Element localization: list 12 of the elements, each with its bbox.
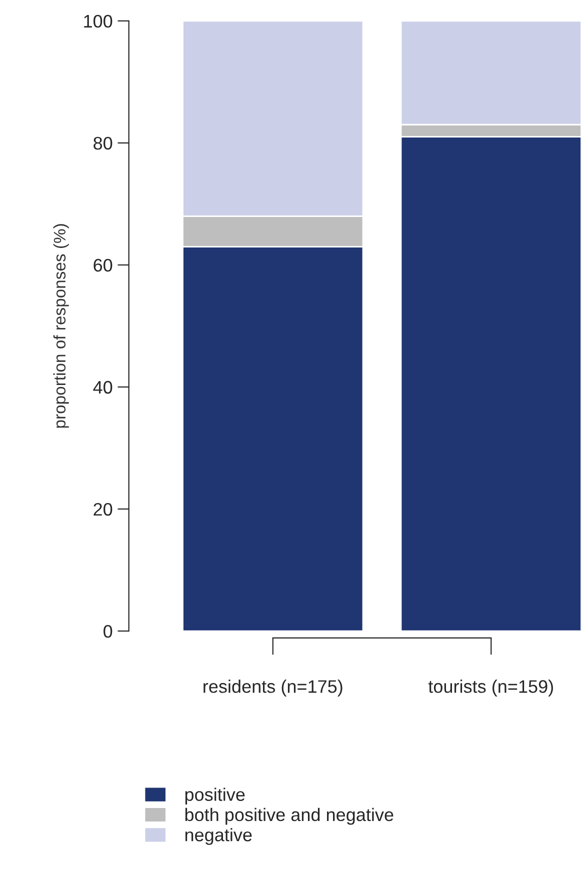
x-tick-label: residents (n=175): [204, 680, 342, 696]
y-tick-label: 0: [104, 624, 112, 638]
legend-label: negative: [185, 828, 252, 845]
y-tick-label: 20: [94, 502, 112, 516]
legend-label: both positive and negative: [185, 808, 394, 825]
y-axis-title: proportion of responses (%): [53, 224, 69, 428]
y-tick-label: 40: [93, 380, 112, 394]
y-tick-label: 100: [84, 14, 112, 28]
legend-label: positive: [185, 788, 245, 805]
y-tick-label: 60: [94, 258, 112, 272]
x-tick-label: tourists (n=159): [428, 680, 553, 696]
y-tick-label: 80: [94, 136, 112, 150]
